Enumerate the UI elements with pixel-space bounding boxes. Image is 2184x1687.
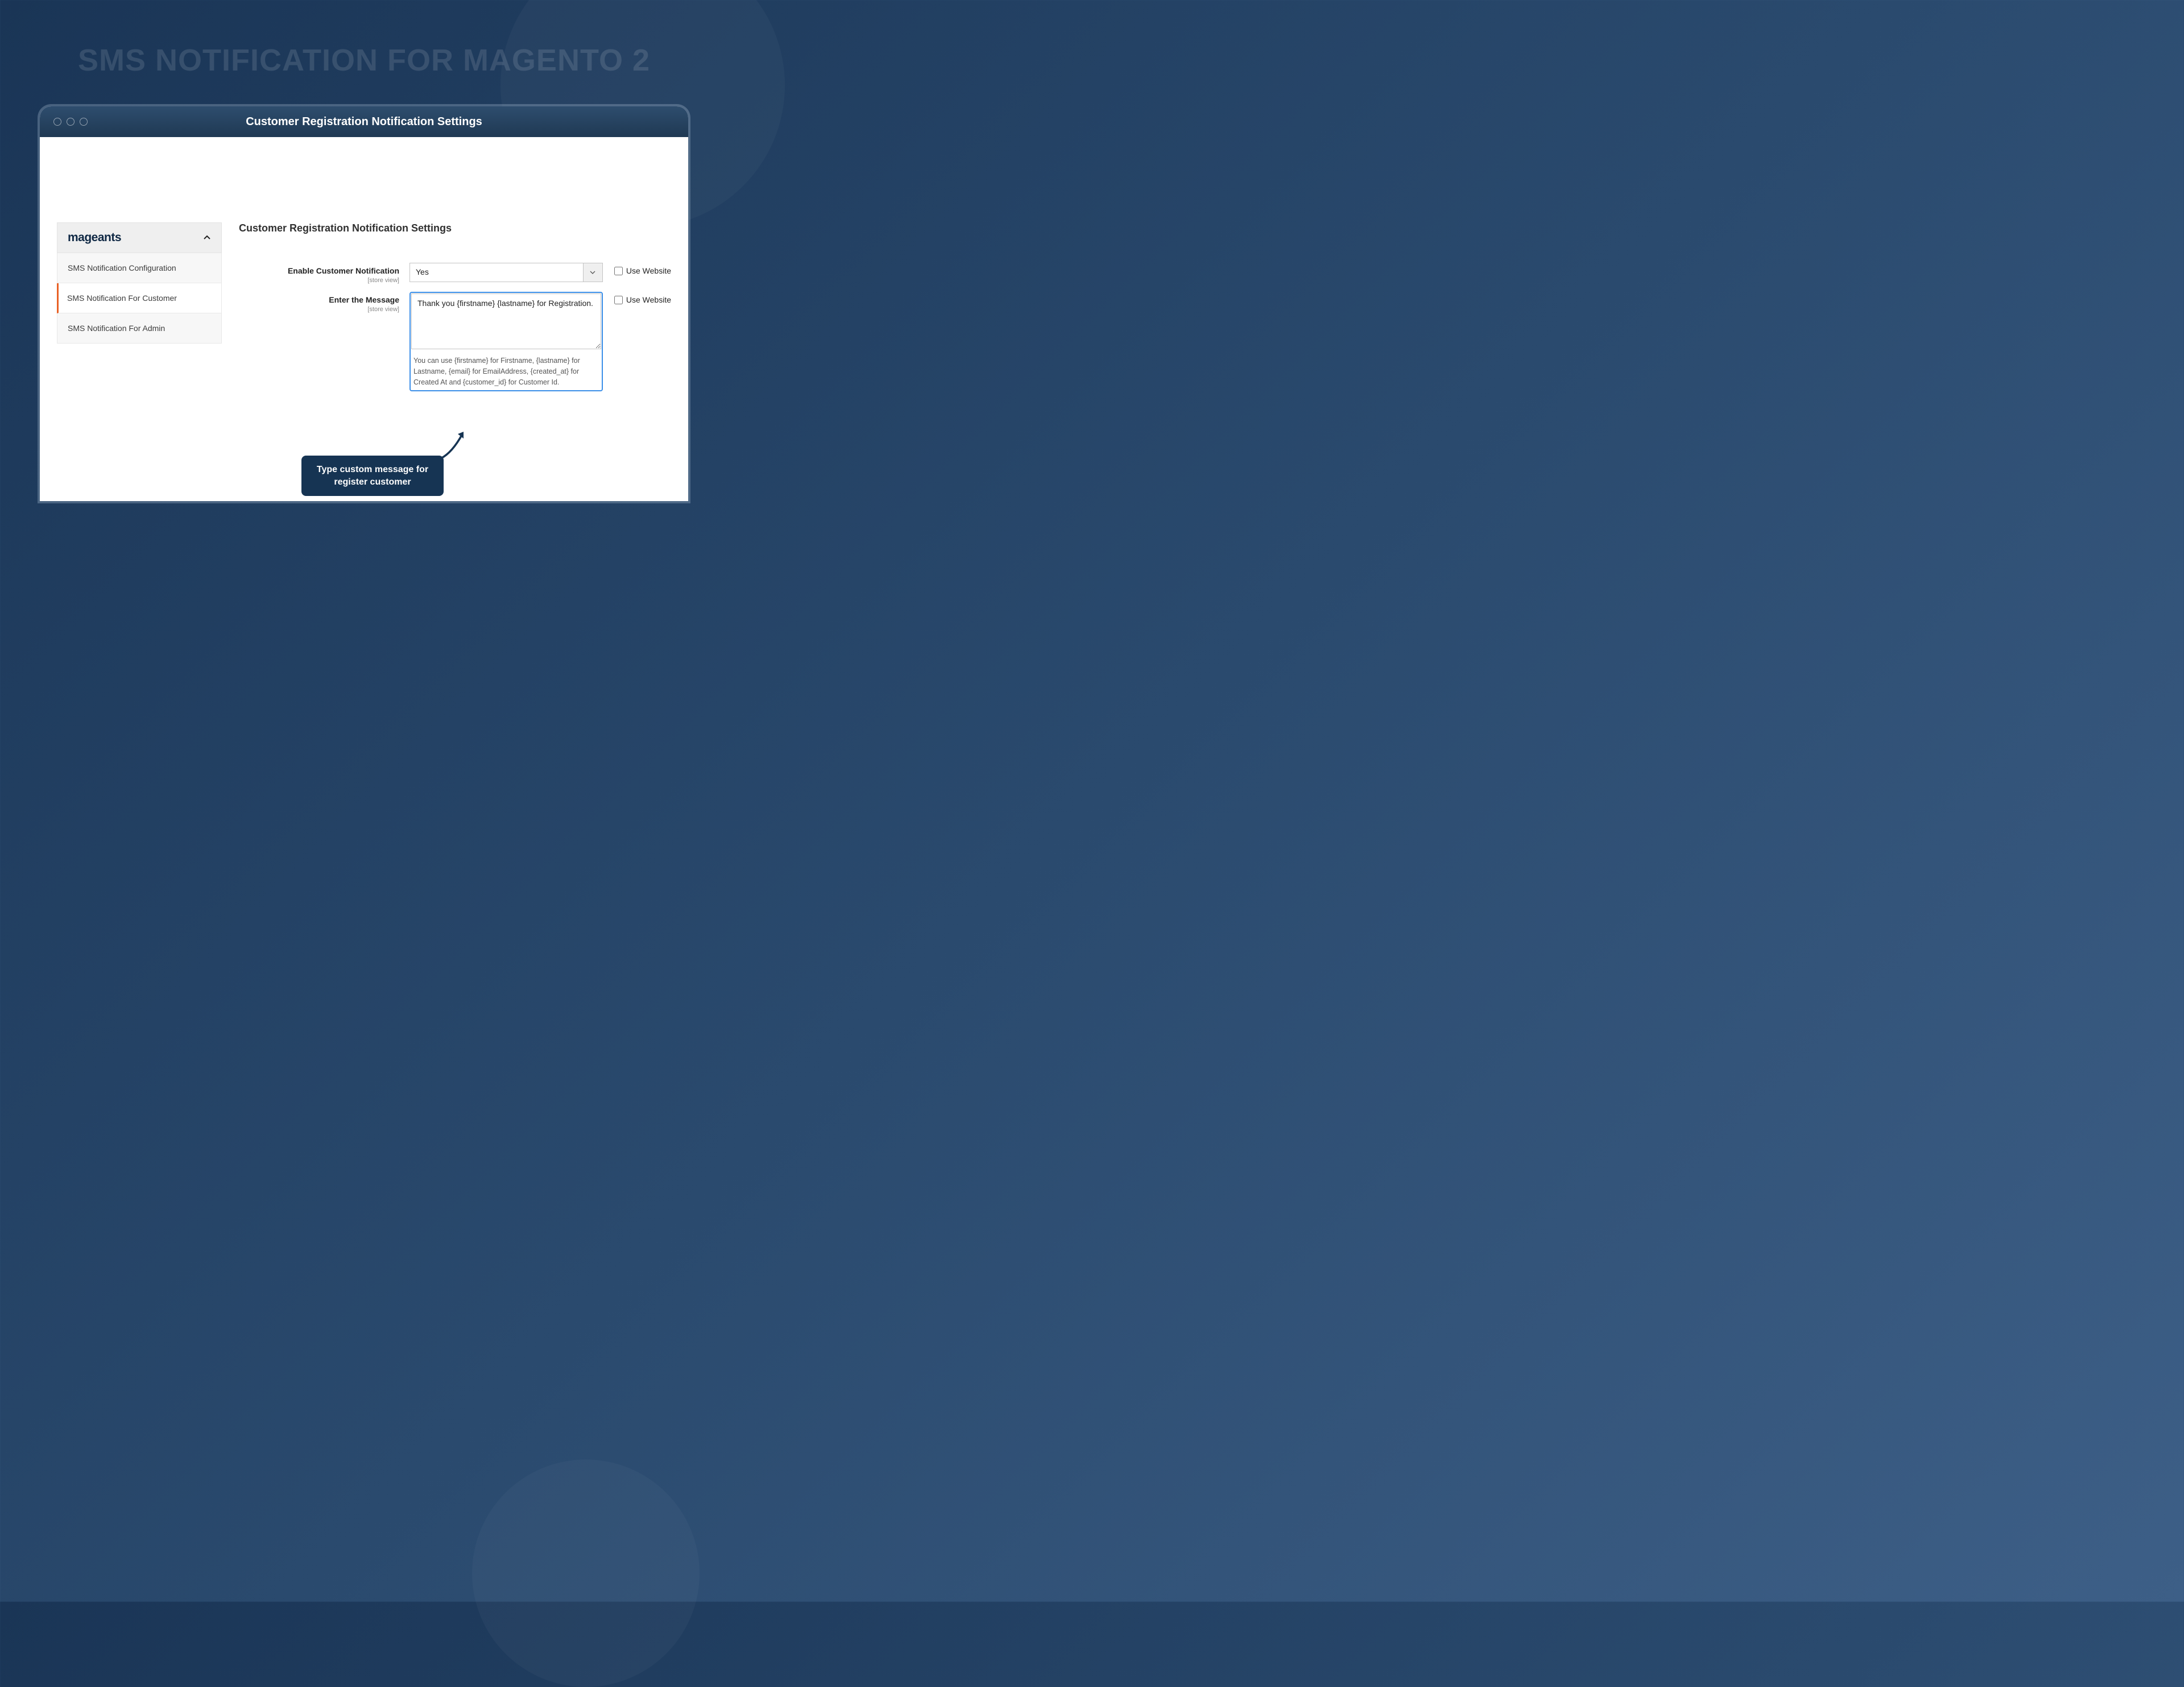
message-highlight-box: You can use {firstname} for Firstname, {… [410, 292, 603, 391]
chevron-up-icon [203, 234, 211, 242]
message-scope: [store view] [239, 306, 399, 313]
window-dot[interactable] [80, 118, 88, 126]
enable-use-website-label: Use Website [626, 266, 671, 275]
message-textarea[interactable] [411, 293, 601, 349]
window-dot[interactable] [53, 118, 61, 126]
browser-frame: Customer Registration Notification Setti… [40, 106, 688, 501]
form-row-enable: Enable Customer Notification [store view… [239, 263, 671, 284]
enable-select-value: Yes [410, 263, 583, 282]
sidebar-item-config[interactable]: SMS Notification Configuration [57, 253, 222, 283]
window-controls[interactable] [53, 118, 88, 126]
enable-use-website-checkbox[interactable] [614, 267, 623, 275]
main-panel: Customer Registration Notification Setti… [239, 222, 671, 399]
section-title: Customer Registration Notification Setti… [239, 222, 671, 234]
browser-title: Customer Registration Notification Setti… [40, 115, 688, 129]
sidebar: mageants SMS Notification Configuration … [57, 222, 222, 399]
message-label: Enter the Message [329, 295, 399, 304]
sidebar-header[interactable]: mageants [57, 222, 222, 253]
content-area: mageants SMS Notification Configuration … [40, 137, 688, 501]
message-help-text: You can use {firstname} for Firstname, {… [411, 352, 601, 390]
dropdown-arrow-icon [583, 263, 602, 282]
enable-scope: [store view] [239, 277, 399, 284]
enable-label: Enable Customer Notification [288, 266, 399, 275]
hero-title: SMS NOTIFICATION FOR MAGENTO 2 [0, 0, 728, 106]
window-dot[interactable] [67, 118, 75, 126]
enable-select[interactable]: Yes [410, 263, 603, 282]
brand-logo: mageants [68, 231, 121, 245]
message-use-website-label: Use Website [626, 295, 671, 304]
decorative-circle [472, 1459, 700, 1687]
callout-tooltip: Type custom message for register custome… [301, 456, 444, 496]
browser-titlebar: Customer Registration Notification Setti… [40, 106, 688, 137]
message-use-website-checkbox[interactable] [614, 296, 623, 304]
sidebar-item-customer[interactable]: SMS Notification For Customer [57, 283, 222, 313]
form-row-message: Enter the Message [store view] You can u… [239, 292, 671, 391]
sidebar-item-admin[interactable]: SMS Notification For Admin [57, 313, 222, 344]
